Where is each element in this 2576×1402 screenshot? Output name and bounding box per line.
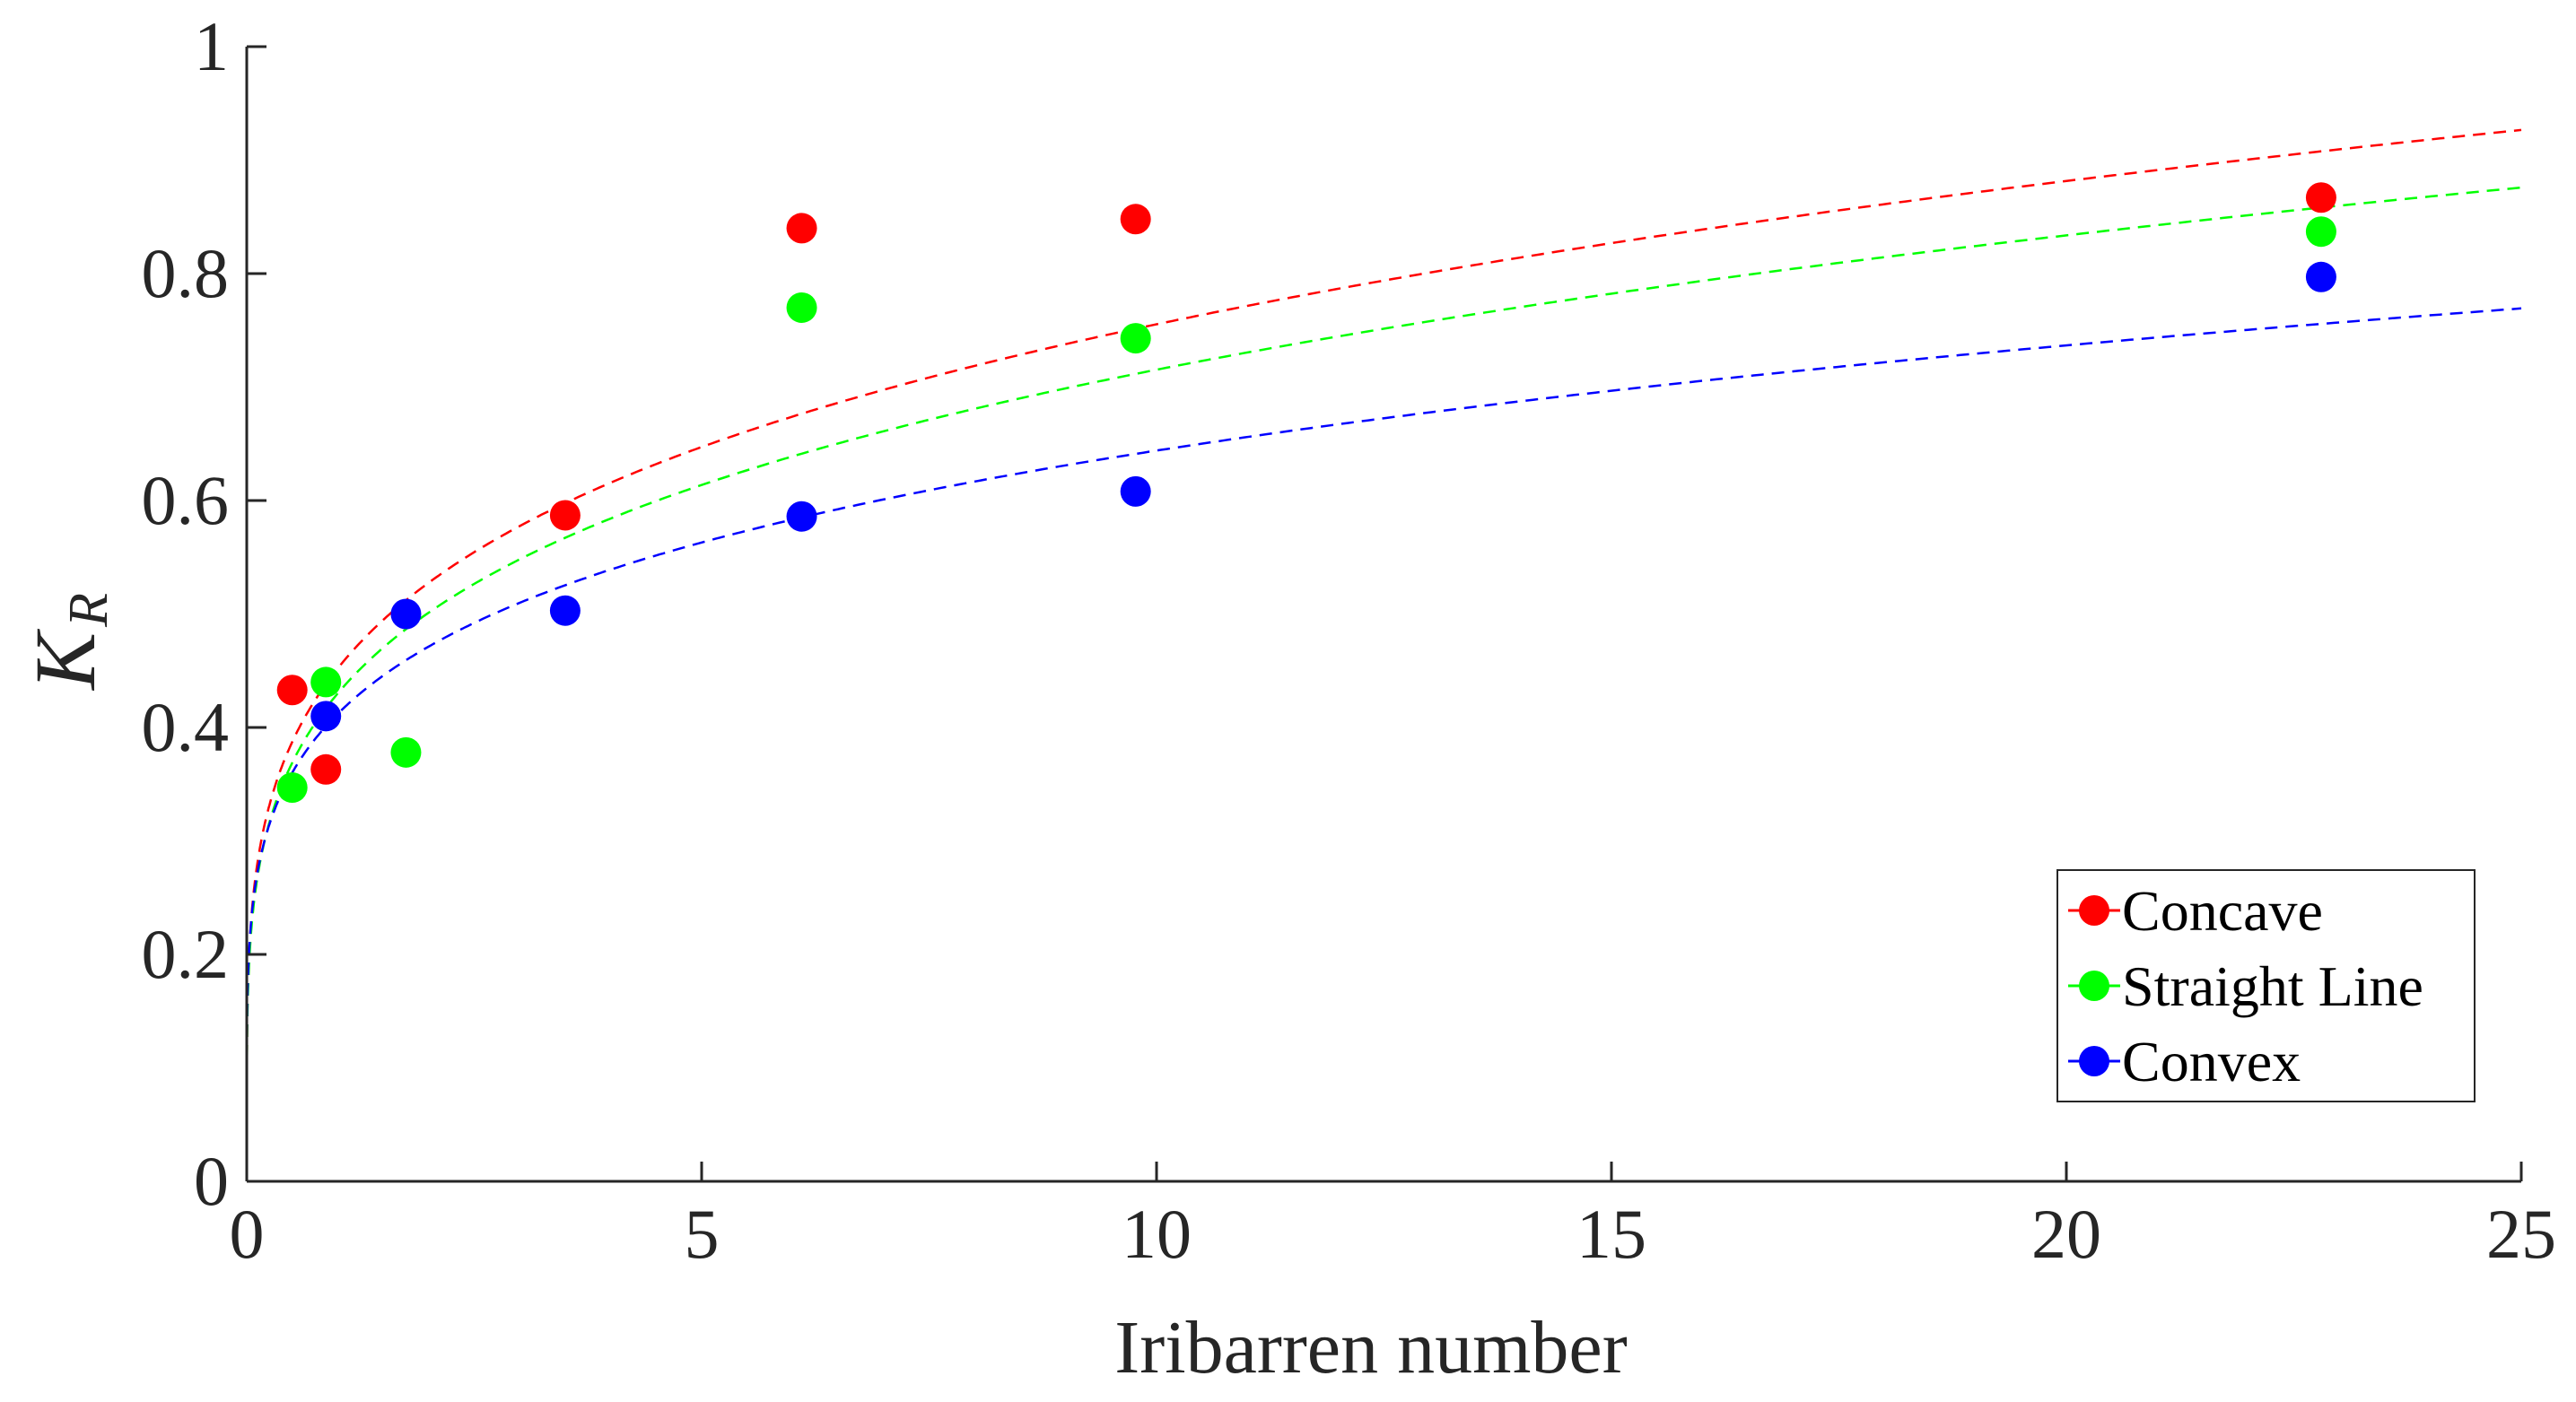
x-tick-label: 25 <box>2486 1195 2556 1273</box>
data-point-concave <box>1120 204 1151 235</box>
x-tick-label: 10 <box>1122 1195 1192 1273</box>
data-point-convex <box>2305 261 2336 292</box>
x-tick-label: 0 <box>230 1195 265 1273</box>
data-point-straight-line <box>786 292 817 323</box>
data-points <box>276 182 2336 804</box>
data-point-convex <box>310 701 342 732</box>
svg-text:KR: KR <box>17 593 119 692</box>
y-axis-label: KR <box>17 593 119 692</box>
data-point-convex <box>786 501 817 532</box>
legend-marker-convex <box>2079 1046 2109 1076</box>
data-point-straight-line <box>1120 323 1151 354</box>
data-point-straight-line <box>276 772 308 804</box>
legend-label-convex: Convex <box>2122 1030 2301 1093</box>
data-point-concave <box>276 675 308 706</box>
y-axis-label-subscript: R <box>58 593 119 628</box>
data-point-straight-line <box>310 666 342 698</box>
legend-marker-concave <box>2079 895 2109 926</box>
data-point-straight-line <box>390 736 422 768</box>
legend-box <box>2056 869 2476 1102</box>
y-tick-label: 0.2 <box>142 915 230 993</box>
y-tick-label: 1 <box>194 7 229 85</box>
data-point-concave <box>786 213 817 244</box>
fit-curve-concave <box>245 128 2522 1181</box>
data-point-concave <box>2305 182 2336 213</box>
data-point-convex <box>390 598 422 630</box>
y-tick-label: 0.6 <box>142 461 230 539</box>
x-axis-label: Iribarren number <box>1114 1306 1627 1389</box>
fit-curve-straight-line <box>245 186 2522 1181</box>
y-tick-label: 0.4 <box>142 688 230 766</box>
tick-labels: 0 5 10 15 20 25 0 0.2 0.4 0.6 0.8 1 <box>142 7 2557 1273</box>
x-tick-label: 5 <box>685 1195 720 1273</box>
x-tick-label: 15 <box>1576 1195 1646 1273</box>
data-point-concave <box>549 500 581 531</box>
data-point-convex <box>549 595 581 626</box>
y-tick-label: 0 <box>194 1142 229 1220</box>
x-tick-label: 20 <box>2031 1195 2101 1273</box>
legend-label-concave: Concave <box>2122 879 2323 943</box>
legend-label-straight-line: Straight Line <box>2122 954 2423 1018</box>
data-point-straight-line <box>2305 216 2336 248</box>
data-point-concave <box>310 753 342 785</box>
data-point-convex <box>1120 475 1151 507</box>
y-axis-label-main: K <box>17 628 113 692</box>
legend-marker-straight-line <box>2079 971 2109 1001</box>
axes <box>245 45 2523 1183</box>
y-tick-label: 0.8 <box>142 234 230 312</box>
legend: Concave Straight Line Convex <box>2056 869 2476 1102</box>
